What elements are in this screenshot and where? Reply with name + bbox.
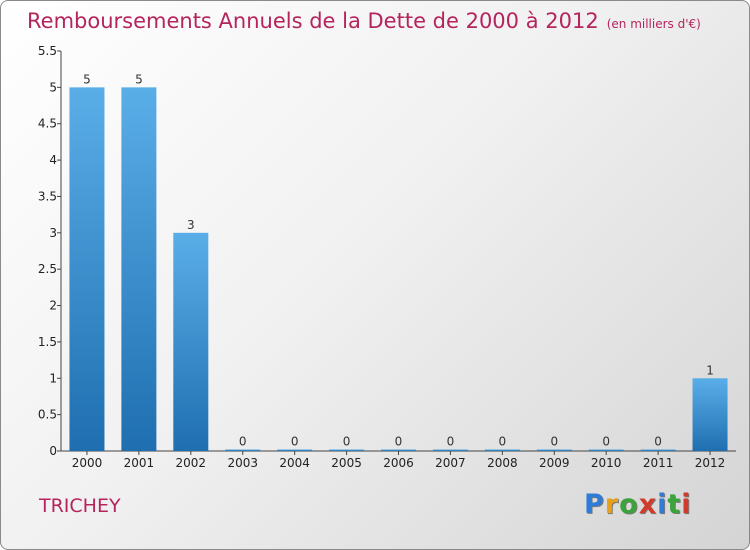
bar-value-label: 0 <box>395 435 403 449</box>
x-tick-label: 2009 <box>539 456 570 470</box>
logo-letter: i <box>681 489 692 520</box>
chart-title: Remboursements Annuels de la Dette de 20… <box>27 9 701 33</box>
logo-letter: r <box>604 489 620 520</box>
x-tick-label: 2011 <box>643 456 674 470</box>
bar-2006 <box>381 449 416 451</box>
bar-2009 <box>536 449 572 451</box>
y-axis: 0 0.5 1 1.5 2 2.5 3 3.5 4 4.5 5 5.5 <box>38 44 62 458</box>
y-tick-label: 0.5 <box>38 408 57 422</box>
bar-value-label: 1 <box>706 363 714 377</box>
bar-2008 <box>484 449 520 451</box>
x-tick-label: 2000 <box>72 456 103 470</box>
x-tick-label: 2012 <box>695 456 726 470</box>
x-tick-label: 2010 <box>591 456 622 470</box>
y-tick-label: 2.5 <box>38 262 57 276</box>
logo-letter: P <box>584 489 605 520</box>
x-tick-label: 2002 <box>176 456 207 470</box>
x-tick-label: 2006 <box>383 456 414 470</box>
y-tick-label: 3 <box>49 226 57 240</box>
proxiti-logo: Proxiti <box>584 489 692 520</box>
x-tick-label: 2005 <box>331 456 362 470</box>
x-tick-label: 2003 <box>227 456 258 470</box>
bar-value-label: 5 <box>135 72 143 86</box>
logo-letter: o <box>619 489 639 520</box>
bar-value-label: 0 <box>291 435 299 449</box>
y-tick-label: 1.5 <box>38 335 57 349</box>
chart-title-text: Remboursements Annuels de la Dette de 20… <box>27 9 599 33</box>
bar-value-label: 0 <box>499 435 507 449</box>
y-tick-label: 4.5 <box>38 117 57 131</box>
y-tick-label: 5.5 <box>38 44 57 58</box>
y-tick-label: 4 <box>49 153 57 167</box>
bar-value-label: 5 <box>83 72 91 86</box>
bar-2001 <box>121 87 157 451</box>
unit-note: (en milliers d'€) <box>606 17 701 31</box>
logo-letter: t <box>667 489 682 520</box>
x-axis: 2000 2001 2002 2003 2004 2005 2006 2007 2008 2009… <box>61 450 736 470</box>
x-tick-label: 2008 <box>487 456 518 470</box>
bar-2003 <box>225 449 261 451</box>
y-tick-label: 0 <box>49 444 57 458</box>
bar-value-label: 0 <box>550 435 558 449</box>
bar-2004 <box>277 449 313 451</box>
bar-2010 <box>588 449 624 451</box>
bar-value-label: 0 <box>602 435 610 449</box>
bar-2011 <box>640 449 676 451</box>
bar-value-label: 0 <box>343 435 351 449</box>
y-tick-label: 5 <box>49 80 57 94</box>
y-tick-label: 1 <box>49 371 57 385</box>
bar-2002 <box>173 232 209 451</box>
x-tick-label: 2004 <box>279 456 310 470</box>
bar-value-label: 0 <box>654 435 662 449</box>
y-tick-label: 3.5 <box>38 189 57 203</box>
town-name: TRICHEY <box>39 495 121 517</box>
bar-2000 <box>69 87 105 451</box>
bar-2005 <box>329 449 365 451</box>
bar-value-label: 3 <box>187 218 195 232</box>
bar-value-label: 0 <box>239 435 247 449</box>
x-tick-label: 2001 <box>124 456 155 470</box>
logo-letter: i <box>657 489 668 520</box>
bar-value-label: 0 <box>447 435 455 449</box>
logo-letter: x <box>638 489 658 520</box>
x-tick-label: 2007 <box>435 456 466 470</box>
y-tick-label: 2 <box>49 299 57 313</box>
bar-2012 <box>692 378 728 451</box>
bar-2007 <box>432 449 468 451</box>
bars: 5 5 3 0 0 0 0 0 0 0 0 0 1 <box>69 72 728 451</box>
